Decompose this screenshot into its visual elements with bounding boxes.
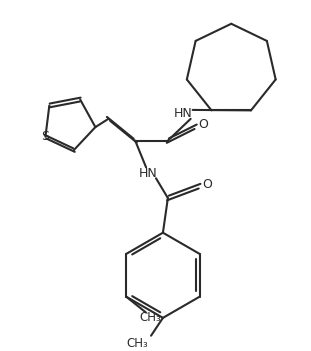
- Text: S: S: [41, 130, 49, 143]
- Text: CH₃: CH₃: [126, 337, 148, 350]
- Text: HN: HN: [139, 167, 157, 180]
- Text: O: O: [202, 178, 212, 191]
- Text: HN: HN: [173, 107, 192, 120]
- Text: CH₃: CH₃: [139, 311, 161, 324]
- Text: O: O: [199, 118, 208, 131]
